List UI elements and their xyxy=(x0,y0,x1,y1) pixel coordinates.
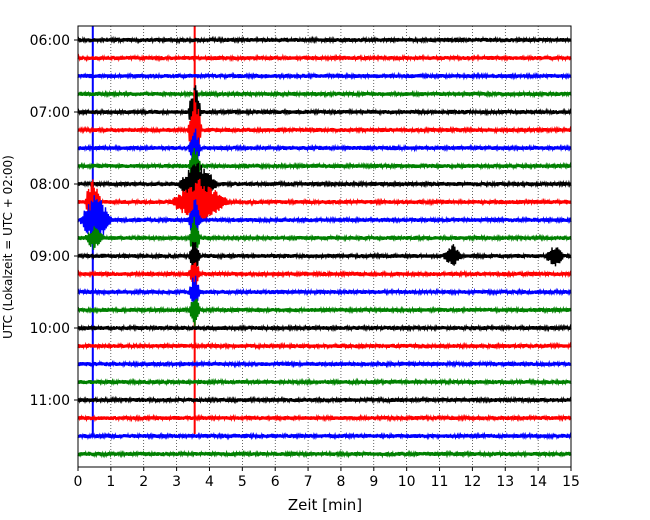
x-tick-label: 15 xyxy=(562,474,580,490)
y-tick-label: 06:00 xyxy=(30,33,70,49)
seismic-traces xyxy=(77,35,572,459)
y-tick-label: 10:00 xyxy=(30,321,70,337)
seismic-trace xyxy=(77,53,572,63)
seismic-trace xyxy=(77,262,572,291)
seismic-trace xyxy=(77,359,572,369)
seismic-trace xyxy=(77,431,572,441)
x-tick-label: 2 xyxy=(139,474,148,490)
seismic-trace xyxy=(77,275,572,307)
y-tick-label: 09:00 xyxy=(30,249,70,265)
y-tick-label: 07:00 xyxy=(30,105,70,121)
seismic-trace xyxy=(77,395,572,405)
seismic-trace xyxy=(77,195,572,242)
seismic-trace xyxy=(77,147,572,186)
seismic-trace xyxy=(77,341,572,351)
y-axis-label: UTC (Lokalzeit = UTC + 02:00) xyxy=(1,155,15,339)
x-tick-label: 8 xyxy=(336,474,345,490)
x-tick-label: 11 xyxy=(431,474,449,490)
x-tick-label: 10 xyxy=(398,474,416,490)
y-tick-label: 08:00 xyxy=(30,177,70,193)
x-tick-label: 6 xyxy=(271,474,280,490)
seismic-trace xyxy=(77,449,572,459)
x-tick-label: 13 xyxy=(496,474,514,490)
x-tick-label: 14 xyxy=(529,474,547,490)
seismic-trace xyxy=(77,85,572,145)
y-tick-label: 11:00 xyxy=(30,393,70,409)
x-axis-label: Zeit [min] xyxy=(288,496,362,514)
seismic-trace xyxy=(77,377,572,387)
x-tick-label: 5 xyxy=(238,474,247,490)
seismic-trace xyxy=(77,71,572,81)
x-tick-label: 12 xyxy=(463,474,481,490)
x-tick-label: 3 xyxy=(172,474,181,490)
x-tick-label: 7 xyxy=(304,474,313,490)
seismic-trace xyxy=(77,178,572,224)
seismic-trace xyxy=(77,298,572,327)
seismic-trace xyxy=(77,241,572,274)
x-tick-label: 9 xyxy=(369,474,378,490)
seismic-trace xyxy=(77,128,572,163)
x-tick-label: 0 xyxy=(74,474,83,490)
y-axis-ticks: 06:00 07:00 08:00 09:00 10:00 11:00 xyxy=(30,33,78,409)
seismic-trace xyxy=(77,216,572,259)
x-axis-ticks: 0 1 2 3 4 5 6 7 8 9 10 11 12 13 14 15 xyxy=(74,467,580,490)
plot-frame xyxy=(77,25,572,468)
x-tick-label: 1 xyxy=(106,474,115,490)
seismic-trace xyxy=(77,90,572,167)
seismic-trace xyxy=(77,162,572,209)
seismic-trace xyxy=(77,35,572,45)
seismic-trace xyxy=(77,323,572,333)
seismic-trace xyxy=(77,413,572,423)
seismic-trace xyxy=(77,89,572,99)
x-tick-label: 4 xyxy=(205,474,214,490)
